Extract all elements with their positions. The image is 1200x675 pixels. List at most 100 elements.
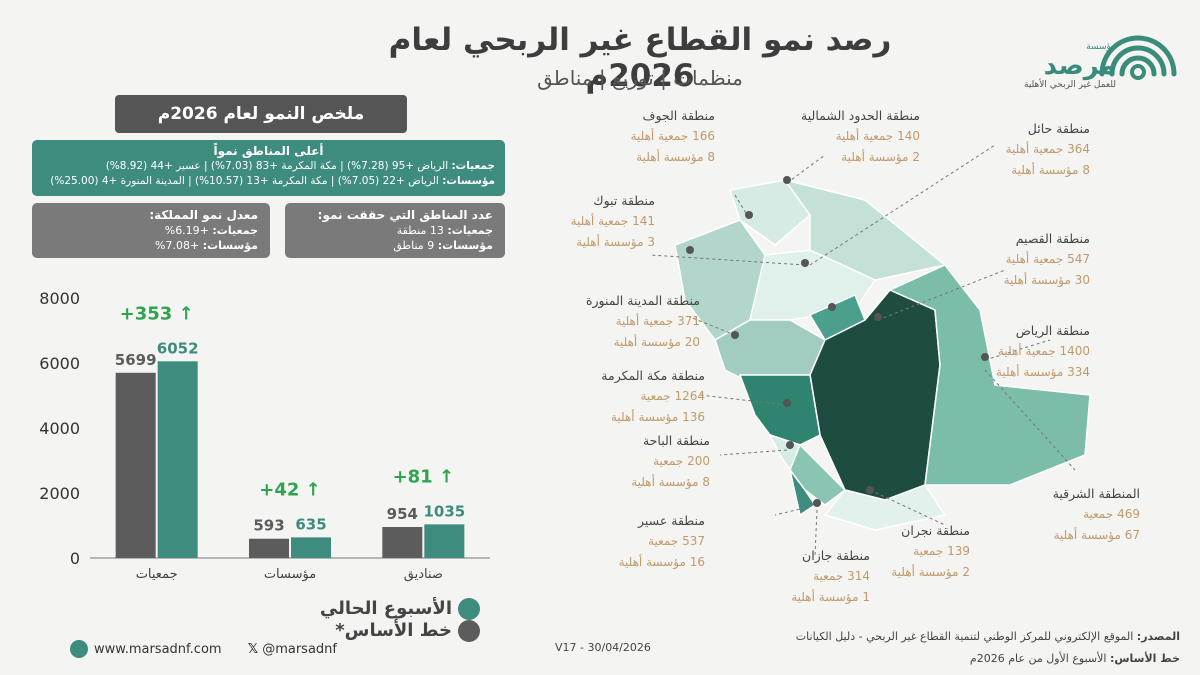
top-regions-title: أعلى المناطق نمواً (213, 144, 324, 158)
pin-baha (786, 441, 794, 449)
pin-makkah (783, 399, 791, 407)
region-label: المنطقة الشرقية 469 جمعية 67 مؤسسة أهلية (1053, 483, 1140, 546)
region-name: منطقة الرياض (1015, 323, 1090, 338)
region-associations: 200 جمعية (653, 454, 710, 468)
region-institutions: 334 مؤسسة أهلية (995, 365, 1090, 379)
region-institutions: 67 مؤسسة أهلية (1053, 528, 1140, 542)
category-label: صناديق (404, 567, 443, 582)
delta-label: +353 ↑ (120, 303, 194, 324)
category-label: جمعيات (136, 567, 178, 582)
handle-link[interactable]: @marsadnf (262, 641, 337, 657)
map-pins (686, 176, 989, 507)
y-tick-label: 2000 (39, 484, 80, 503)
region-institutions: 2 مؤسسة أهلية (891, 565, 970, 579)
globe-icon (70, 640, 88, 658)
regions-assoc-label: جمعيات: (447, 224, 493, 237)
region-name: منطقة تبوك (593, 193, 655, 208)
logo-tagline: للعمل غير الربحي الأهلية (1024, 80, 1116, 90)
region-associations: 547 جمعية أهلية (1005, 252, 1090, 266)
region-associations: 371 جمعية أهلية (615, 314, 700, 328)
growth-assoc-row: جمعيات: +6.19% (44, 223, 258, 238)
source-text: الموقع الإلكتروني للمركز الوطني لتنمية ا… (795, 630, 1134, 643)
chart-legend: الأسبوع الحالي خط الأساس* (150, 598, 480, 642)
top-institutions-row: مؤسسات: الرياض +22 (7.05%) | مكة المكرمة… (42, 174, 495, 189)
region-associations: 139 جمعية (913, 544, 970, 558)
page-subtitle: منظمات | توزيع | مناطق (537, 66, 743, 90)
delta-label: +42 ↑ (259, 479, 320, 500)
top-institutions-label: مؤسسات: (442, 175, 495, 187)
region-institutions: 8 مؤسسة أهلية (1011, 163, 1090, 177)
region-name: منطقة حائل (1027, 121, 1090, 136)
region-label: منطقة الرياض 1400 جمعية أهلية 334 مؤسسة أه… (996, 320, 1090, 383)
category-label: مؤسسات (264, 567, 316, 582)
logo-text: مؤسسة مرصد للعمل غير الربحي الأهلية (1024, 42, 1116, 90)
region-institutions: 3 مؤسسة أهلية (576, 235, 655, 249)
pin-tabuk-2 (686, 246, 694, 254)
pin-qassim (828, 303, 836, 311)
legend-baseline-label: خط الأساس* (335, 620, 452, 641)
data-label: 635 (295, 515, 326, 533)
regions-inst-label: مؤسسات: (437, 239, 493, 252)
growth-inst-row: مؤسسات: +7.08% (44, 238, 258, 253)
region-institutions: 136 مؤسسة أهلية (610, 410, 705, 424)
baseline-row: خط الأساس: الأسبوع الأول من عام 2026م (796, 648, 1180, 670)
region-label: منطقة الحدود الشمالية 140 جمعية أهلية 2 مؤ… (801, 105, 920, 168)
growth-inst-value: +7.08% (155, 239, 200, 252)
bar-1-1 (291, 537, 331, 558)
region-label: منطقة الجوف 166 جمعية أهلية 8 مؤسسة أهلية (631, 105, 715, 168)
website-link[interactable]: www.marsadnf.com (94, 641, 222, 657)
region-institutions: 30 مؤسسة أهلية (1003, 273, 1090, 287)
region-associations: 1400 جمعية أهلية (997, 344, 1090, 358)
growth-assoc-value: +6.19% (164, 224, 209, 237)
legend-current-label: الأسبوع الحالي (319, 598, 452, 619)
region-associations: 141 جمعية أهلية (570, 214, 655, 228)
page-title: رصد نمو القطاع غير الربحي لعام 2026م (388, 22, 892, 94)
data-label: 5699 (115, 351, 157, 369)
region-associations: 314 جمعية (813, 569, 870, 583)
top-associations-label: جمعيات: (451, 160, 495, 172)
region-associations: 1264 جمعية (640, 389, 705, 403)
region-institutions: 1 مؤسسة أهلية (791, 590, 870, 604)
region-associations: 469 جمعية (1083, 507, 1140, 521)
region-associations: 166 جمعية أهلية (630, 129, 715, 143)
pin-eastern (981, 353, 989, 361)
baseline-label: خط الأساس: (1109, 652, 1180, 665)
version-stamp: V17 - 30/04/2026 (555, 641, 651, 654)
bar-2-1 (424, 524, 465, 558)
delta-label: +81 ↑ (393, 466, 454, 487)
regions-count-box: عدد المناطق التي حققت نمو: جمعيات: 13 من… (285, 203, 505, 258)
region-asir (789, 443, 847, 506)
pin-aljouf (783, 176, 791, 184)
region-label: منطقة عسير 537 جمعية 16 مؤسسة أهلية (619, 510, 705, 573)
region-institutions: 8 مؤسسة أهلية (631, 475, 710, 489)
legend-current-swatch (458, 598, 480, 620)
summary-title: ملخص النمو لعام 2026م (115, 95, 407, 133)
footer-source: المصدر: الموقع الإلكتروني للمركز الوطني … (796, 626, 1180, 670)
data-label: 6052 (157, 339, 199, 357)
regions-count-title: عدد المناطق التي حققت نمو: (317, 208, 493, 222)
footer-contacts: www.marsadnf.com 𝕏 @marsadnf (70, 640, 365, 658)
pin-asir (813, 499, 821, 507)
saudi-regions-map (649, 144, 1091, 556)
source-label: المصدر: (1136, 630, 1180, 643)
region-label: منطقة المدينة المنورة 371 جمعية أهلية 20 م… (586, 290, 700, 353)
region-najran (823, 484, 947, 531)
region-name: منطقة عسير (638, 513, 705, 528)
region-name: المنطقة الشرقية (1052, 486, 1140, 501)
logo-arc-icon (1099, 35, 1177, 80)
pin-madinah (731, 331, 739, 339)
region-name: منطقة نجران (901, 523, 970, 538)
region-makkah (738, 374, 821, 446)
growth-rate-title: معدل نمو المملكة: (149, 208, 258, 222)
top-associations-text: الرياض +95 (7.28%) | مكة المكرمة +83 (7.… (105, 160, 449, 172)
regions-inst-row: مؤسسات: 9 مناطق (297, 238, 493, 253)
region-institutions: 2 مؤسسة أهلية (841, 150, 920, 164)
top-regions-box: أعلى المناطق نمواً جمعيات: الرياض +95 (7… (32, 140, 505, 196)
region-label: منطقة تبوك 141 جمعية أهلية 3 مؤسسة أهلية (571, 190, 655, 253)
region-name: منطقة الباحة (642, 433, 710, 448)
y-tick-label: 0 (70, 549, 80, 568)
legend-baseline-swatch (458, 620, 480, 642)
bar-0-1 (157, 361, 198, 558)
regions-assoc-row: جمعيات: 13 منطقة (297, 223, 493, 238)
